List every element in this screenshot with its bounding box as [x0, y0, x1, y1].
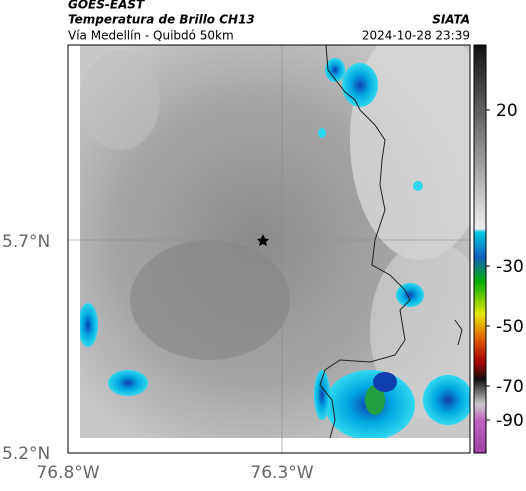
source: SIATA — [432, 13, 470, 27]
lat-label: 5.7°N — [2, 232, 50, 252]
map-frame — [67, 44, 471, 454]
colorbar-ticks — [486, 109, 490, 421]
lat-label: 5.2°N — [2, 444, 50, 464]
satellite-image — [80, 45, 470, 438]
colorbar-label: 20 — [496, 101, 518, 121]
title: GOES-EAST — [68, 0, 145, 12]
lon-label: 76.3°W — [250, 463, 313, 483]
colorbar — [473, 44, 487, 454]
location-star — [257, 234, 269, 246]
location: Vía Medellín - Quibdó 50km — [68, 29, 234, 43]
subtitle: Temperatura de Brillo CH13 — [68, 13, 255, 27]
coastline — [319, 44, 411, 439]
colorbar-label: -50 — [496, 317, 524, 337]
river — [454, 319, 463, 346]
colorbar-label: -70 — [496, 377, 524, 397]
colorbar-label: -90 — [496, 411, 524, 431]
colorbar-label: -30 — [496, 257, 524, 277]
datetime: 2024-10-28 23:39 — [362, 29, 470, 43]
lon-label: 76.8°W — [36, 463, 99, 483]
